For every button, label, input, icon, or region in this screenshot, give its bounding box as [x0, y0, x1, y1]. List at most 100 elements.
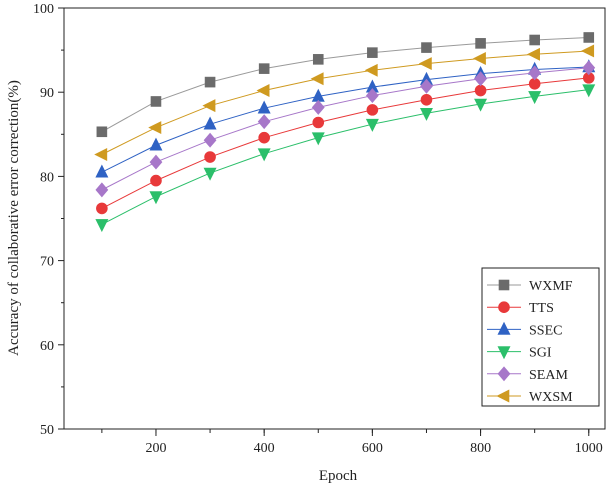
data-point-tts — [420, 93, 433, 106]
data-point-wxmf — [475, 38, 486, 49]
data-point-wxsm — [202, 99, 216, 113]
y-tick-label: 60 — [40, 339, 54, 354]
series-wxmf — [96, 32, 595, 138]
y-axis-label: Accuracy of collaborative error correcti… — [6, 80, 22, 356]
legend-marker-wxmf — [498, 279, 510, 291]
y-tick-label: 90 — [40, 86, 54, 101]
data-point-tts — [150, 174, 162, 187]
data-point-sgi — [257, 148, 271, 162]
data-point-wxsm — [526, 47, 540, 61]
legend-label-seam: SEAM — [529, 368, 568, 383]
data-point-ssec — [95, 164, 109, 178]
legend-entry-seam: SEAM — [487, 366, 568, 383]
series-line-ssec — [101, 66, 589, 173]
data-point-ssec — [203, 116, 217, 130]
data-point-seam — [582, 60, 596, 76]
data-point-wxmf — [312, 54, 324, 65]
y-tick-label: 50 — [40, 423, 54, 438]
series-tts — [96, 72, 595, 215]
data-point-seam — [257, 114, 271, 130]
data-point-ssec — [149, 137, 163, 151]
data-point-seam — [365, 88, 379, 104]
data-point-tts — [96, 202, 108, 215]
data-point-wxsm — [256, 84, 270, 98]
series-layer — [94, 32, 596, 233]
data-point-sgi — [95, 219, 109, 233]
legend-marker-wxsm — [496, 389, 510, 403]
data-point-sgi — [419, 107, 433, 121]
data-point-wxmf — [421, 42, 432, 53]
x-tick-label: 200 — [145, 441, 166, 456]
legend-marker-seam — [497, 366, 511, 382]
data-point-wxmf — [204, 76, 216, 88]
legend-label-tts: TTS — [529, 301, 554, 316]
series-line-wxmf — [101, 36, 589, 133]
legend-entry-sgi: SGI — [487, 346, 552, 361]
data-point-seam — [149, 154, 163, 170]
x-tick-label: 800 — [470, 441, 491, 456]
data-point-wxsm — [310, 72, 324, 86]
data-point-tts — [366, 104, 379, 116]
x-tick-label: 400 — [254, 441, 275, 456]
y-tick-label: 80 — [40, 170, 54, 185]
series-seam — [95, 60, 596, 198]
data-point-seam — [95, 182, 109, 198]
legend-entry-wxsm: WXSM — [487, 389, 573, 405]
legend-entry-tts: TTS — [487, 301, 554, 316]
legend-label-wxsm: WXSM — [529, 390, 573, 405]
series-sgi — [95, 84, 596, 233]
data-point-tts — [204, 151, 216, 163]
data-point-seam — [420, 78, 433, 94]
data-point-wxsm — [418, 57, 432, 71]
y-tick-label: 100 — [33, 2, 54, 17]
series-line-tts — [101, 77, 589, 209]
data-point-wxmf — [529, 34, 540, 46]
data-point-sgi — [203, 167, 217, 181]
data-point-sgi — [365, 118, 379, 132]
data-point-sgi — [311, 132, 325, 146]
series-ssec — [95, 59, 596, 178]
legend-box — [481, 267, 600, 407]
data-point-seam — [528, 65, 542, 81]
series-wxsm — [94, 44, 595, 161]
legend-entry-ssec: SSEC — [487, 321, 562, 338]
data-point-tts — [474, 84, 487, 97]
data-point-wxmf — [150, 96, 162, 107]
data-point-sgi — [582, 84, 596, 98]
legend-marker-ssec — [497, 321, 511, 335]
legend-label-ssec: SSEC — [529, 323, 562, 338]
legend: WXMF TTS SSEC SGI SEAM WXSM — [481, 267, 600, 407]
data-point-sgi — [528, 91, 542, 105]
data-point-wxmf — [367, 47, 378, 58]
data-point-seam — [311, 99, 325, 115]
data-point-sgi — [149, 191, 163, 205]
series-line-wxsm — [101, 50, 589, 155]
series-line-seam — [101, 67, 589, 191]
legend-label-sgi: SGI — [529, 346, 552, 361]
series-line-sgi — [101, 89, 589, 225]
legend-marker-tts — [498, 301, 510, 314]
x-tick-label: 1000 — [575, 441, 603, 456]
data-point-ssec — [257, 100, 271, 114]
data-point-wxsm — [472, 52, 486, 66]
legend-entry-wxmf: WXMF — [487, 279, 573, 294]
data-point-seam — [203, 132, 217, 148]
data-point-wxsm — [94, 148, 108, 161]
data-point-seam — [474, 71, 487, 87]
x-axis-label: Epoch — [319, 468, 358, 484]
data-point-sgi — [474, 98, 488, 112]
data-point-wxmf — [96, 126, 108, 138]
legend-label-wxmf: WXMF — [529, 279, 573, 294]
y-tick-label: 70 — [40, 255, 54, 270]
data-point-tts — [258, 131, 270, 144]
data-point-wxsm — [364, 63, 378, 77]
x-tick-label: 600 — [362, 441, 383, 456]
legend-marker-sgi — [497, 346, 511, 360]
data-point-wxmf — [258, 63, 270, 74]
axis-ticks: 200 400 600 800 1000 50 60 70 80 90 100 — [33, 2, 603, 456]
data-point-tts — [312, 116, 325, 129]
data-point-wxmf — [583, 32, 595, 43]
data-point-wxsm — [581, 44, 595, 58]
data-point-wxsm — [148, 121, 162, 135]
